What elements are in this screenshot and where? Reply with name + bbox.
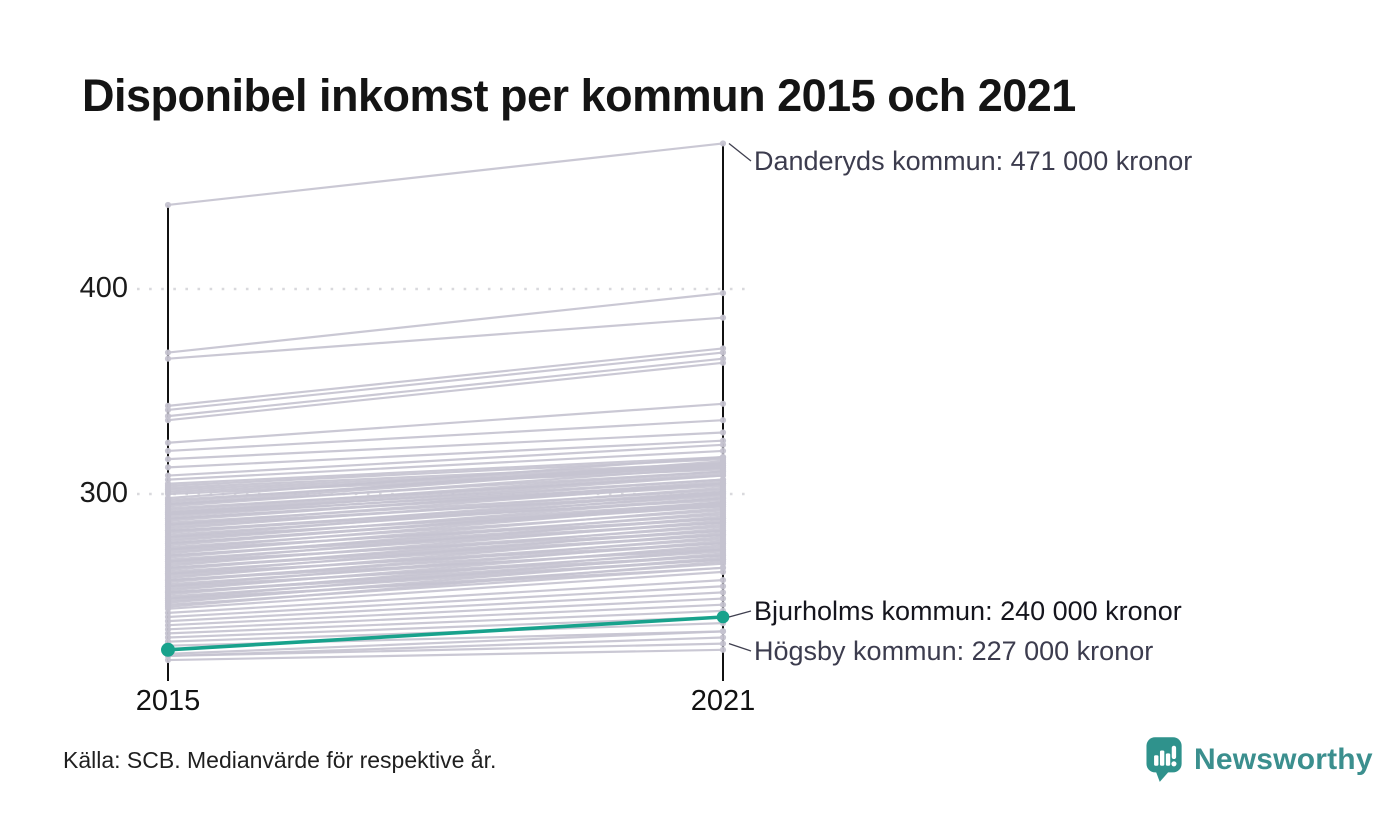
annotation-bjurholms-kommun: Bjurholms kommun: 240 000 kronor xyxy=(754,596,1182,626)
y-axis-tick-label-400: 400 xyxy=(79,272,128,304)
annotation-hogsby-kommun: Högsby kommun: 227 000 kronor xyxy=(754,636,1154,666)
x-axis-label-2021: 2021 xyxy=(690,685,756,717)
newsworthy-logo-icon xyxy=(1146,737,1182,782)
newsworthy-logo-text: Newsworthy xyxy=(1194,743,1373,776)
chart-title: Disponibel inkomst per kommun 2015 och 2… xyxy=(82,70,1076,121)
source-note: Källa: SCB. Medianvärde för respektive å… xyxy=(63,747,497,773)
x-axis-label-2015: 2015 xyxy=(135,685,201,717)
newsworthy-logo: Newsworthy xyxy=(1146,736,1373,784)
annotation-danderyds-kommun: Danderyds kommun: 471 000 kronor xyxy=(754,146,1193,176)
y-axis-tick-label-300: 300 xyxy=(79,477,128,509)
